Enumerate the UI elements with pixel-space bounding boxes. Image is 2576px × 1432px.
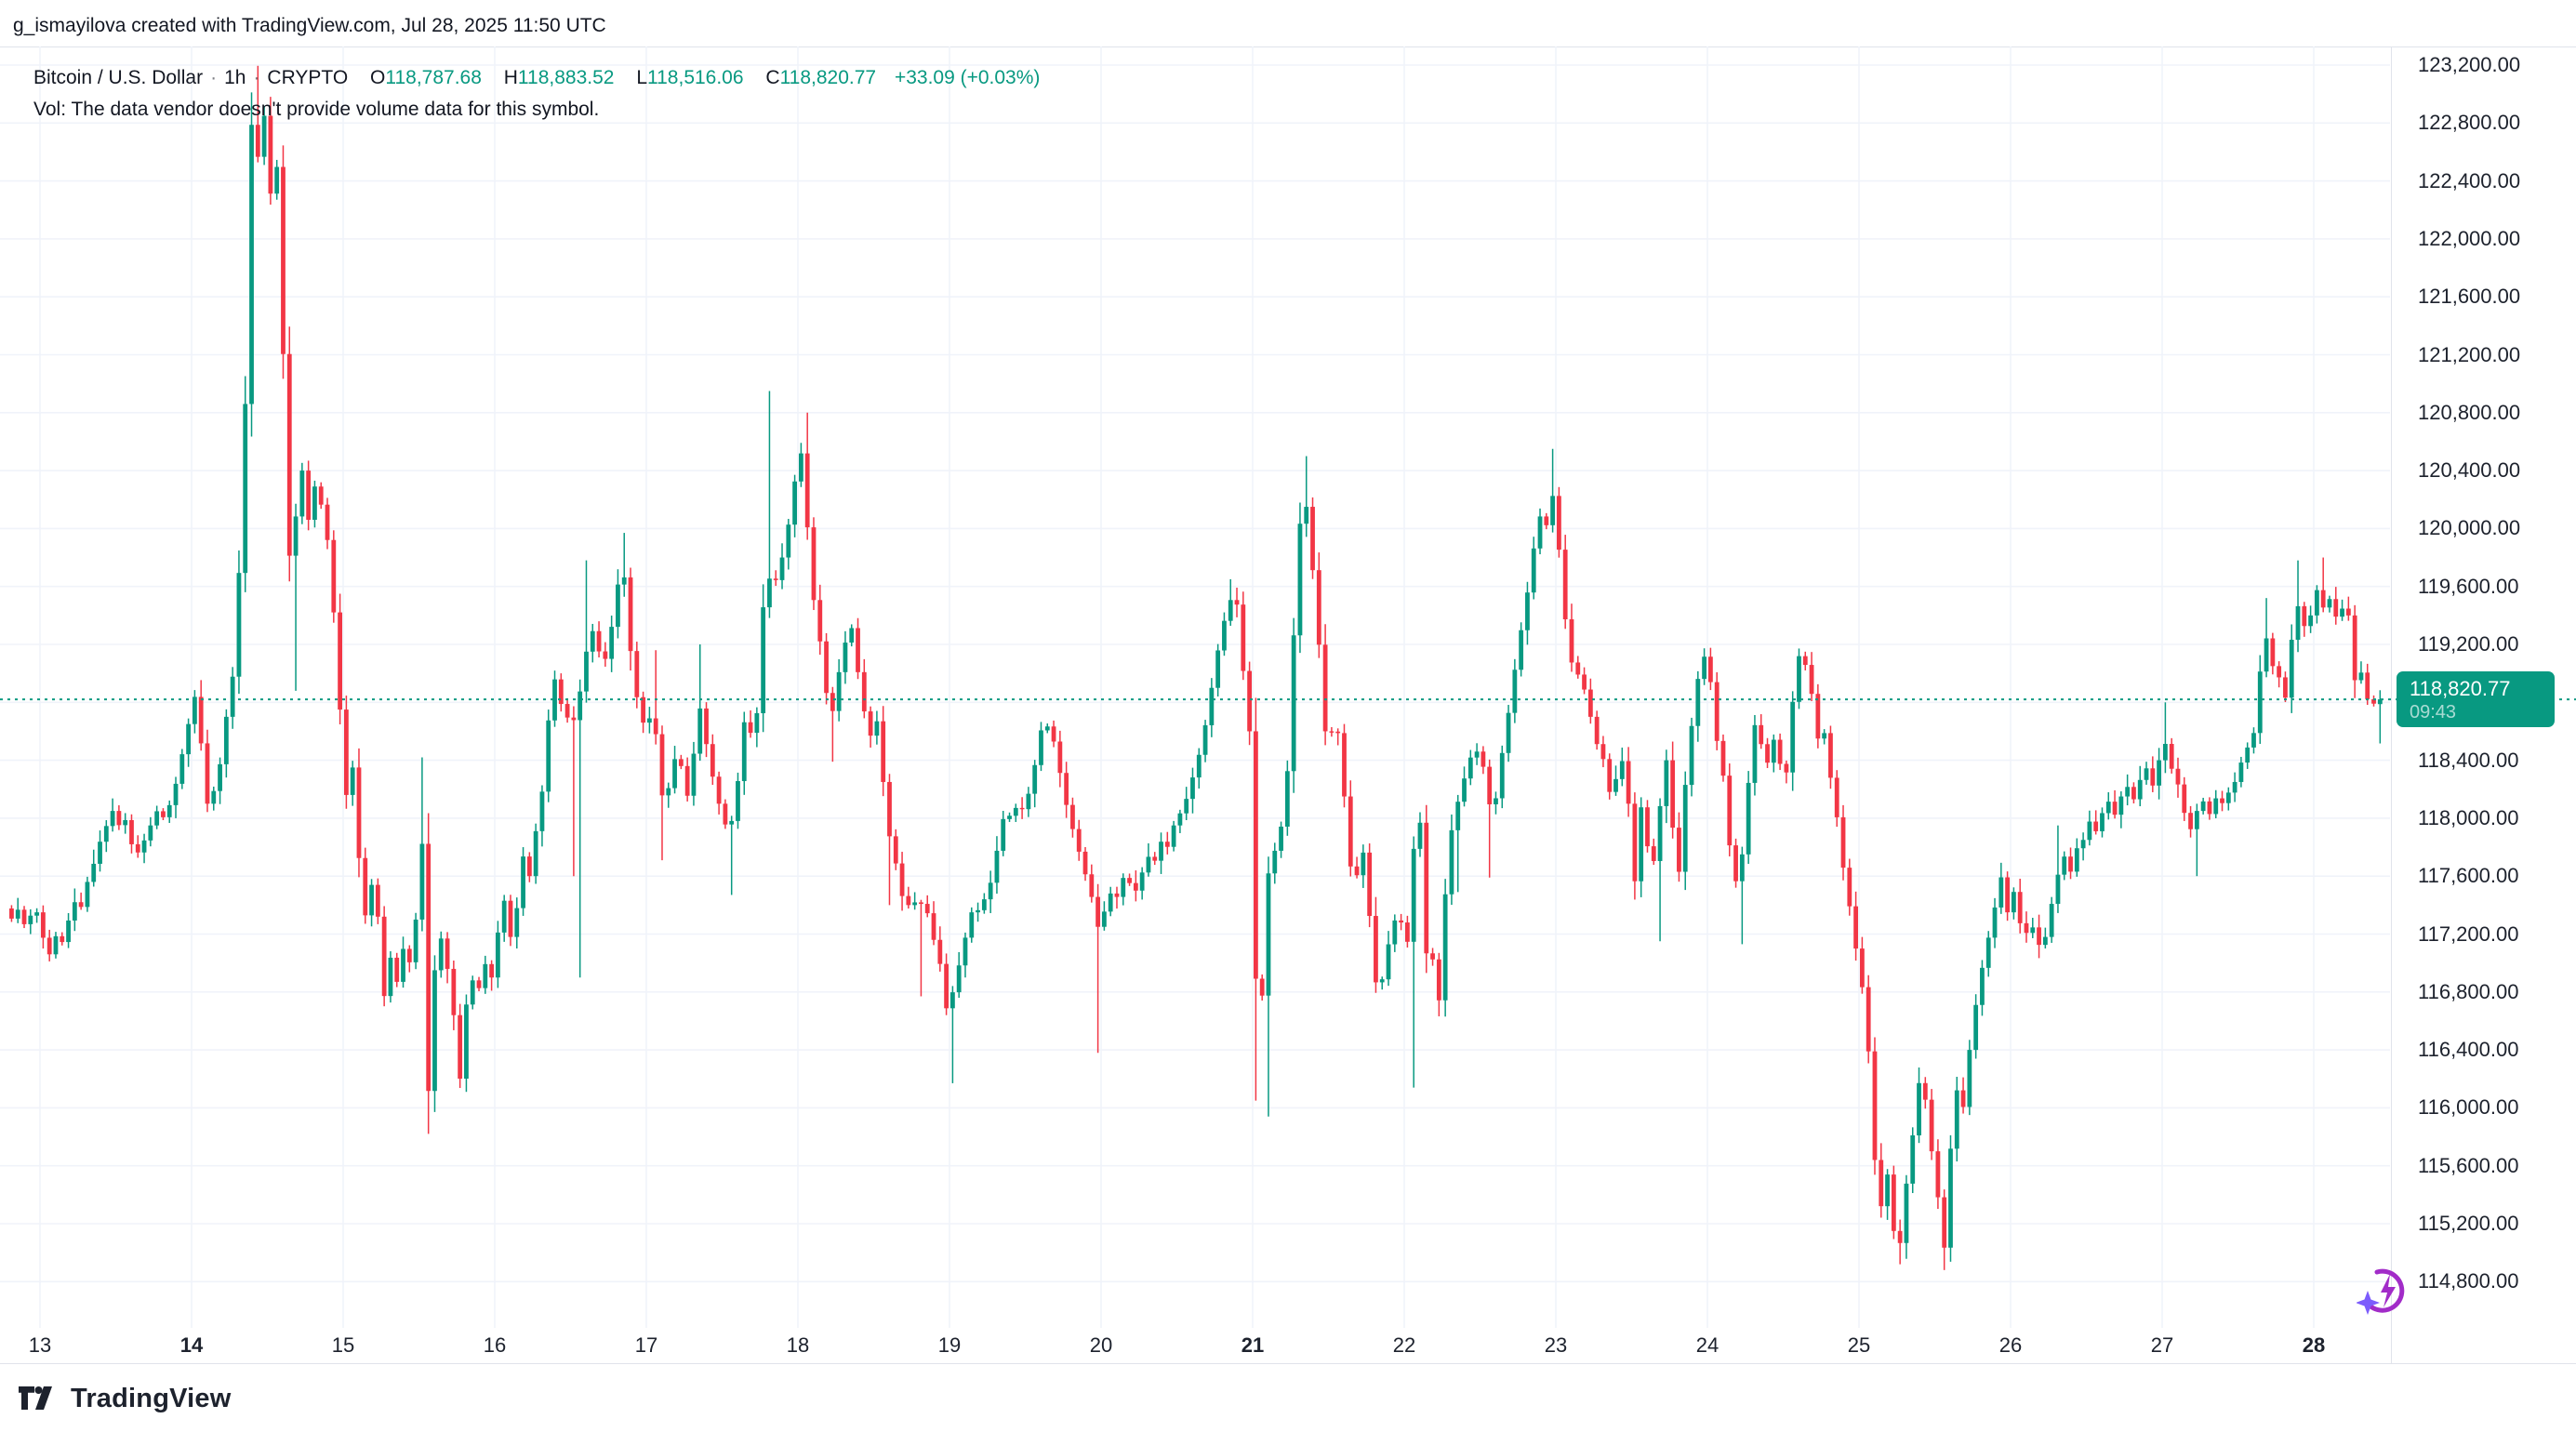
- time-axis-label: 21: [1241, 1333, 1265, 1357]
- open-label: O: [370, 67, 386, 88]
- time-axis-label: 18: [786, 1333, 810, 1357]
- lightning-bolt-icon: [2381, 1274, 2396, 1307]
- tradingview-logo-text: TradingView: [71, 1383, 232, 1413]
- price-axis[interactable]: 123,200.00 122,800.00 122,400.00 122,000.00…: [2391, 46, 2576, 1363]
- change-value: +33.09 (+0.03%): [894, 67, 1041, 88]
- price-axis-label: 115,600.00: [2418, 1153, 2519, 1177]
- time-axis-label: 17: [634, 1333, 658, 1357]
- time-axis[interactable]: 13 14 15 16 17 18 19 20 21 22 23 24 25 26 27 28: [0, 1328, 2390, 1363]
- time-axis-label: 14: [179, 1333, 204, 1357]
- last-price-badge: 118,820.77 09:43: [2397, 671, 2555, 728]
- tradingview-logo-mark: [19, 1386, 52, 1410]
- interval-label: 1h: [224, 67, 246, 88]
- price-axis-label: 119,200.00: [2418, 632, 2519, 656]
- exchange-label: CRYPTO: [267, 67, 349, 88]
- price-axis-label: 119,600.00: [2418, 574, 2519, 598]
- price-axis-label: 120,000.00: [2418, 516, 2521, 540]
- time-axis-label: 22: [1392, 1333, 1416, 1357]
- auto-refresh-lightning-icon[interactable]: [2356, 1265, 2414, 1319]
- price-axis-label: 120,400.00: [2418, 458, 2521, 483]
- price-axis-label: 122,000.00: [2418, 226, 2521, 250]
- time-axis-label: 23: [1544, 1333, 1568, 1357]
- price-axis-label: 120,800.00: [2418, 400, 2521, 424]
- sparkle-icon: [2356, 1291, 2380, 1315]
- symbol-legend: Bitcoin / U.S. Dollar · 1h · CRYPTO O118,787…: [33, 67, 1040, 89]
- attribution-text: g_ismayilova created with TradingView.co…: [13, 15, 606, 36]
- volume-note: Vol: The data vendor doesn't provide vol…: [33, 99, 600, 120]
- price-axis-label: 122,400.00: [2418, 168, 2521, 192]
- time-axis-label: 28: [2302, 1333, 2326, 1357]
- price-axis-label: 117,600.00: [2418, 864, 2519, 888]
- chart-top-border: [0, 46, 2576, 47]
- time-axis-label: 26: [1998, 1333, 2023, 1357]
- price-axis-label: 116,000.00: [2418, 1095, 2519, 1120]
- price-axis-label: 118,000.00: [2418, 805, 2519, 829]
- time-axis-label: 24: [1695, 1333, 1720, 1357]
- legend-separator: ·: [210, 67, 218, 88]
- close-label: C: [765, 67, 780, 88]
- price-axis-label: 116,800.00: [2418, 979, 2519, 1003]
- price-axis-label: 118,400.00: [2418, 748, 2519, 772]
- close-value: 118,820.77: [779, 67, 877, 88]
- time-axis-label: 15: [331, 1333, 355, 1357]
- low-label: L: [636, 67, 647, 88]
- time-axis-label: 19: [937, 1333, 962, 1357]
- chart-bottom-border: [0, 1363, 2576, 1364]
- price-axis-label: 123,200.00: [2418, 53, 2521, 76]
- time-axis-label: 13: [28, 1333, 52, 1357]
- price-axis-label: 117,200.00: [2418, 922, 2519, 946]
- price-axis-label: 115,200.00: [2418, 1212, 2519, 1235]
- high-value: 118,883.52: [517, 67, 615, 88]
- price-axis-label: 114,800.00: [2418, 1269, 2519, 1293]
- last-price-time: 09:43: [2410, 702, 2457, 723]
- price-axis-label: 116,400.00: [2418, 1038, 2519, 1062]
- time-axis-label: 25: [1847, 1333, 1871, 1357]
- price-axis-label: 121,200.00: [2418, 342, 2521, 366]
- price-axis-separator: [2391, 46, 2392, 1363]
- time-axis-label: 27: [2150, 1333, 2174, 1357]
- tradingview-logo[interactable]: TradingView: [19, 1380, 232, 1417]
- last-price-value: 118,820.77: [2410, 677, 2511, 701]
- time-axis-label: 20: [1089, 1333, 1113, 1357]
- low-value: 118,516.06: [647, 67, 744, 88]
- time-axis-label: 16: [483, 1333, 507, 1357]
- high-label: H: [503, 67, 518, 88]
- symbol-name: Bitcoin / U.S. Dollar: [33, 67, 204, 88]
- price-axis-label: 122,800.00: [2418, 111, 2521, 135]
- legend-separator: ·: [253, 67, 260, 88]
- price-axis-label: 121,600.00: [2418, 285, 2521, 309]
- open-value: 118,787.68: [385, 67, 482, 88]
